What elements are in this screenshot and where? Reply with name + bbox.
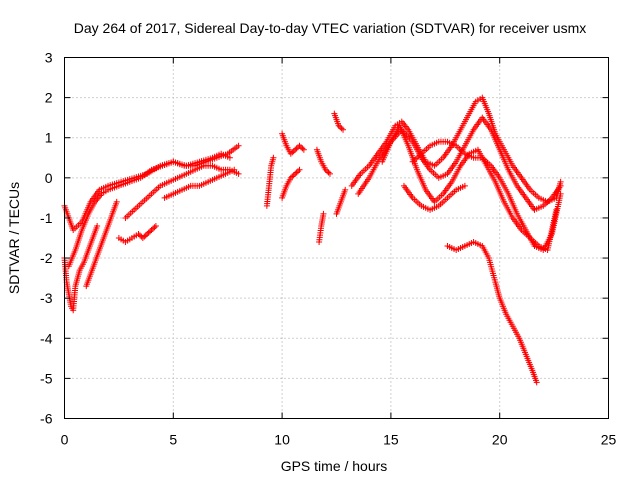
y-tick-label: -2 bbox=[40, 250, 53, 266]
data-point bbox=[287, 150, 294, 157]
tick-labels: 0 5 10 15 20 25 -6 -5 -4 -3 -2 -1 0 1 2 3 bbox=[40, 50, 616, 448]
data-point bbox=[152, 222, 159, 229]
data-point bbox=[297, 144, 304, 151]
series-track-g bbox=[161, 166, 238, 201]
y-tick-label: -5 bbox=[40, 370, 53, 386]
series-track-n bbox=[333, 186, 349, 217]
data-point bbox=[290, 148, 297, 155]
axis-ticks bbox=[64, 57, 609, 419]
data-point bbox=[270, 154, 277, 161]
data-point bbox=[296, 142, 303, 149]
data-point bbox=[300, 146, 307, 153]
data-point bbox=[320, 210, 327, 217]
series-track-s bbox=[400, 182, 468, 213]
data-point bbox=[94, 222, 101, 229]
y-axis-label: SDTVAR / TECUs bbox=[6, 182, 22, 294]
data-point bbox=[299, 145, 306, 152]
grid-lines bbox=[64, 57, 609, 419]
data-point bbox=[231, 166, 238, 173]
data-point bbox=[322, 166, 329, 173]
data-point bbox=[293, 169, 300, 176]
data-point bbox=[289, 149, 296, 156]
y-tick-label: -3 bbox=[40, 290, 53, 306]
data-point bbox=[142, 232, 149, 239]
data-point bbox=[342, 186, 349, 193]
data-point bbox=[557, 182, 564, 189]
y-tick-label: -1 bbox=[40, 210, 53, 226]
data-point bbox=[335, 122, 342, 129]
series-track-b bbox=[65, 142, 242, 270]
x-tick-label: 0 bbox=[61, 432, 69, 448]
series-track-e bbox=[122, 162, 242, 221]
data-point bbox=[235, 142, 242, 149]
series-track-m bbox=[331, 110, 347, 133]
x-tick-label: 5 bbox=[169, 432, 177, 448]
series-track-l bbox=[316, 210, 327, 246]
series-track-c bbox=[61, 222, 101, 314]
data-point bbox=[533, 379, 540, 386]
y-tick-label: 1 bbox=[45, 130, 53, 146]
y-tick-label: 2 bbox=[45, 90, 53, 106]
data-point bbox=[290, 172, 297, 179]
y-tick-label: 3 bbox=[45, 50, 53, 66]
data-point bbox=[326, 170, 333, 177]
series-track-h bbox=[263, 154, 277, 209]
data-point bbox=[293, 145, 300, 152]
data-point bbox=[287, 174, 294, 181]
x-axis-label: GPS time / hours bbox=[281, 458, 388, 474]
x-tick-label: 10 bbox=[274, 432, 290, 448]
data-point bbox=[557, 190, 564, 197]
y-tick-label: -6 bbox=[40, 411, 53, 427]
series-track-t bbox=[444, 239, 540, 386]
chart-title: Day 264 of 2017, Sidereal Day-to-day VTE… bbox=[74, 20, 587, 36]
data-point bbox=[145, 229, 152, 236]
data-point bbox=[147, 228, 154, 235]
data-points bbox=[61, 94, 564, 386]
series-track-f bbox=[115, 222, 159, 246]
y-tick-label: 0 bbox=[45, 170, 53, 186]
data-point bbox=[139, 235, 146, 241]
plot-frame bbox=[64, 57, 609, 419]
data-point bbox=[113, 198, 120, 205]
data-point bbox=[461, 182, 468, 189]
data-point bbox=[289, 173, 296, 180]
data-point bbox=[292, 170, 299, 177]
data-point bbox=[324, 168, 331, 175]
series-track-d bbox=[83, 198, 120, 290]
series-track-j bbox=[279, 166, 303, 201]
data-point bbox=[151, 224, 158, 231]
x-tick-label: 20 bbox=[492, 432, 508, 448]
data-point bbox=[144, 230, 151, 237]
data-point bbox=[340, 126, 347, 133]
data-point bbox=[235, 170, 242, 177]
data-point bbox=[226, 154, 233, 161]
series-track-i bbox=[279, 130, 307, 157]
data-point bbox=[136, 232, 143, 239]
series-track-k bbox=[313, 146, 333, 177]
y-tick-label: -4 bbox=[40, 330, 53, 346]
data-point bbox=[135, 230, 142, 237]
data-point bbox=[338, 125, 345, 132]
data-point bbox=[292, 146, 299, 153]
x-tick-label: 25 bbox=[601, 432, 617, 448]
data-point bbox=[295, 168, 302, 175]
data-point bbox=[325, 169, 332, 176]
series-track-r bbox=[409, 138, 564, 254]
data-point bbox=[148, 226, 155, 233]
data-point bbox=[337, 124, 344, 131]
data-point bbox=[149, 225, 156, 232]
data-point bbox=[296, 166, 303, 173]
data-point bbox=[141, 233, 148, 240]
x-tick-label: 15 bbox=[383, 432, 399, 448]
